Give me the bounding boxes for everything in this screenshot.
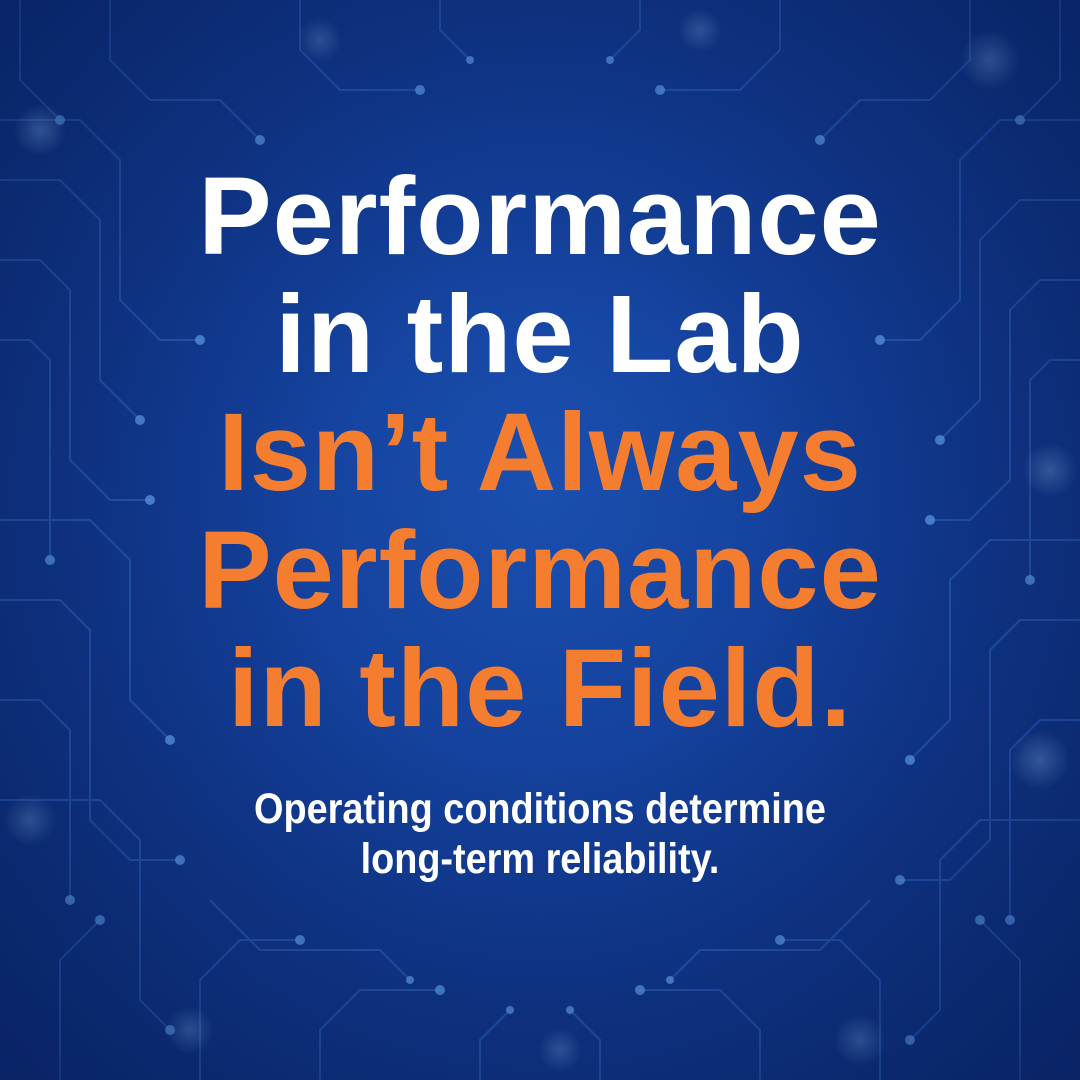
headline-line-2: in the Lab <box>275 273 805 396</box>
headline-line-4: Performance <box>198 509 882 632</box>
subline-line-1: Operating conditions determine <box>254 785 826 833</box>
subline-line-2: long-term reliability. <box>360 835 720 883</box>
headline: Performance in the Lab Isn’t Always Perf… <box>0 158 1080 748</box>
headline-line-5: in the Field. <box>227 627 853 750</box>
headline-line-1: Performance <box>198 155 882 278</box>
headline-line-3: Isn’t Always <box>218 391 862 514</box>
subline: Operating conditions determine long-term… <box>65 784 1015 884</box>
